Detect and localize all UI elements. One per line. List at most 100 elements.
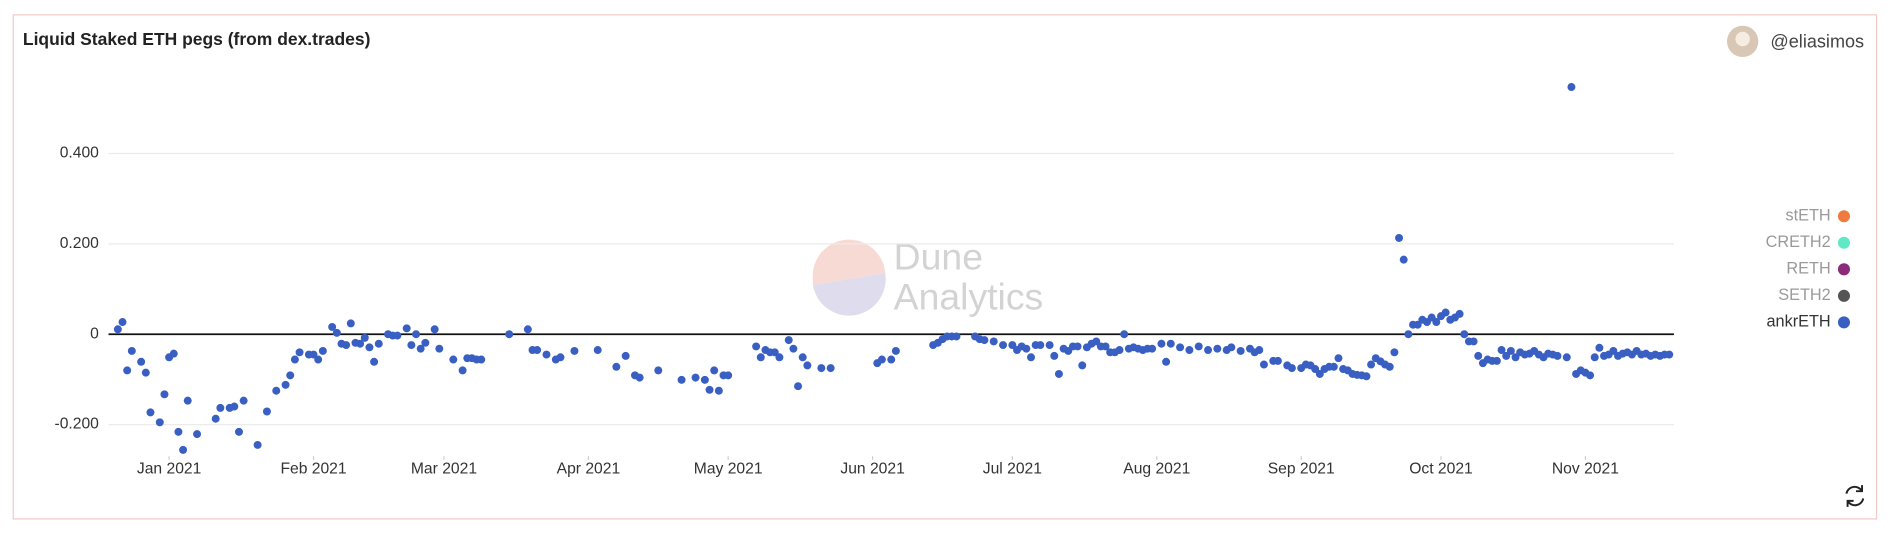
legend-label: SETH2: [1778, 286, 1830, 304]
data-point: [402, 324, 411, 333]
data-point: [1227, 343, 1236, 352]
data-point: [1511, 353, 1520, 362]
data-point: [183, 396, 192, 405]
data-point: [332, 328, 341, 337]
data-point: [533, 346, 542, 355]
legend-item[interactable]: stETH: [1786, 207, 1850, 225]
x-tick-label: Apr 2021: [557, 461, 621, 478]
data-point: [314, 355, 323, 364]
card: [12, 14, 1878, 520]
watermark-text: Analytics: [894, 275, 1044, 317]
x-tick-label: Mar 2021: [411, 461, 477, 478]
data-point: [826, 364, 835, 373]
data-point: [118, 318, 127, 327]
data-point: [449, 355, 458, 364]
data-point: [123, 366, 132, 375]
watermark: Dune Analytics: [812, 236, 1044, 317]
data-point: [309, 350, 318, 359]
data-point: [1367, 360, 1376, 369]
refresh-arc: [1846, 498, 1865, 507]
data-point: [1073, 342, 1082, 351]
data-point: [421, 338, 430, 347]
data-point: [691, 373, 700, 382]
data-point: [113, 325, 122, 334]
data-point: [1502, 351, 1511, 360]
data-point: [360, 333, 369, 342]
data-point: [1315, 370, 1324, 378]
data-point: [239, 396, 248, 405]
data-point: [1567, 83, 1576, 92]
data-point: [798, 353, 807, 362]
legend-label: CRETH2: [1766, 233, 1831, 251]
data-point: [1506, 346, 1515, 355]
data-point: [1194, 342, 1203, 351]
data-point: [635, 373, 644, 382]
watermark-text: Dune: [894, 236, 983, 278]
legend-item[interactable]: SETH2: [1778, 286, 1850, 304]
data-point: [342, 341, 351, 350]
refresh-arrow: [1856, 485, 1864, 493]
data-point: [612, 362, 621, 371]
data-point: [407, 341, 416, 350]
data-point: [1176, 343, 1185, 352]
data-point: [262, 407, 271, 416]
data-point: [1553, 351, 1562, 360]
data-point: [1255, 346, 1264, 355]
legend-label: stETH: [1786, 207, 1831, 225]
data-point: [393, 331, 402, 340]
refresh-arc: [1845, 485, 1863, 494]
x-tick-label: Oct 2021: [1409, 461, 1473, 478]
legend-swatch: [1837, 289, 1850, 302]
data-point: [1115, 346, 1124, 355]
avatar-face: [1735, 31, 1750, 47]
data-point: [141, 368, 150, 377]
data-point: [1204, 346, 1213, 355]
data-point: [290, 355, 299, 364]
data-point: [477, 355, 486, 364]
legend-swatch: [1837, 210, 1850, 223]
data-point: [1236, 346, 1245, 355]
data-point: [416, 344, 425, 353]
data-point: [1492, 356, 1501, 365]
legend-item[interactable]: CRETH2: [1766, 233, 1850, 251]
legend-item[interactable]: ankrETH: [1767, 313, 1850, 331]
data-point: [272, 386, 281, 395]
data-point: [1022, 344, 1031, 353]
data-point: [1259, 360, 1268, 369]
x-tick-label: Sep 2021: [1268, 461, 1335, 478]
legend-swatch: [1837, 316, 1850, 329]
data-point: [1148, 344, 1157, 353]
refresh-icon[interactable]: [1845, 485, 1865, 507]
data-point: [1036, 341, 1045, 350]
data-point: [784, 336, 793, 345]
data-point: [775, 353, 784, 362]
data-point: [230, 402, 239, 411]
legend-label: ankrETH: [1767, 313, 1831, 331]
data-point: [1273, 356, 1282, 365]
data-point: [1455, 309, 1464, 318]
data-point: [1101, 342, 1110, 351]
data-point: [817, 364, 826, 373]
data-point: [1665, 350, 1674, 359]
data-point: [1562, 353, 1571, 362]
data-point: [570, 346, 579, 355]
data-point: [253, 440, 262, 449]
data-point: [1311, 365, 1320, 374]
data-point: [1595, 343, 1604, 352]
data-point: [1497, 346, 1506, 355]
username[interactable]: @eliasimos: [1770, 31, 1864, 51]
data-point: [318, 346, 327, 355]
data-point: [1404, 330, 1413, 339]
x-tick-label: May 2021: [694, 461, 763, 478]
data-point: [1092, 337, 1101, 346]
data-point: [1395, 233, 1404, 242]
data-point: [1027, 353, 1035, 362]
legend-item[interactable]: RETH: [1786, 260, 1850, 278]
data-point: [160, 390, 169, 399]
data-point: [1385, 362, 1394, 371]
data-point: [505, 330, 514, 339]
data-point: [211, 414, 220, 423]
data-point: [1185, 346, 1194, 355]
data-point: [1390, 348, 1399, 357]
